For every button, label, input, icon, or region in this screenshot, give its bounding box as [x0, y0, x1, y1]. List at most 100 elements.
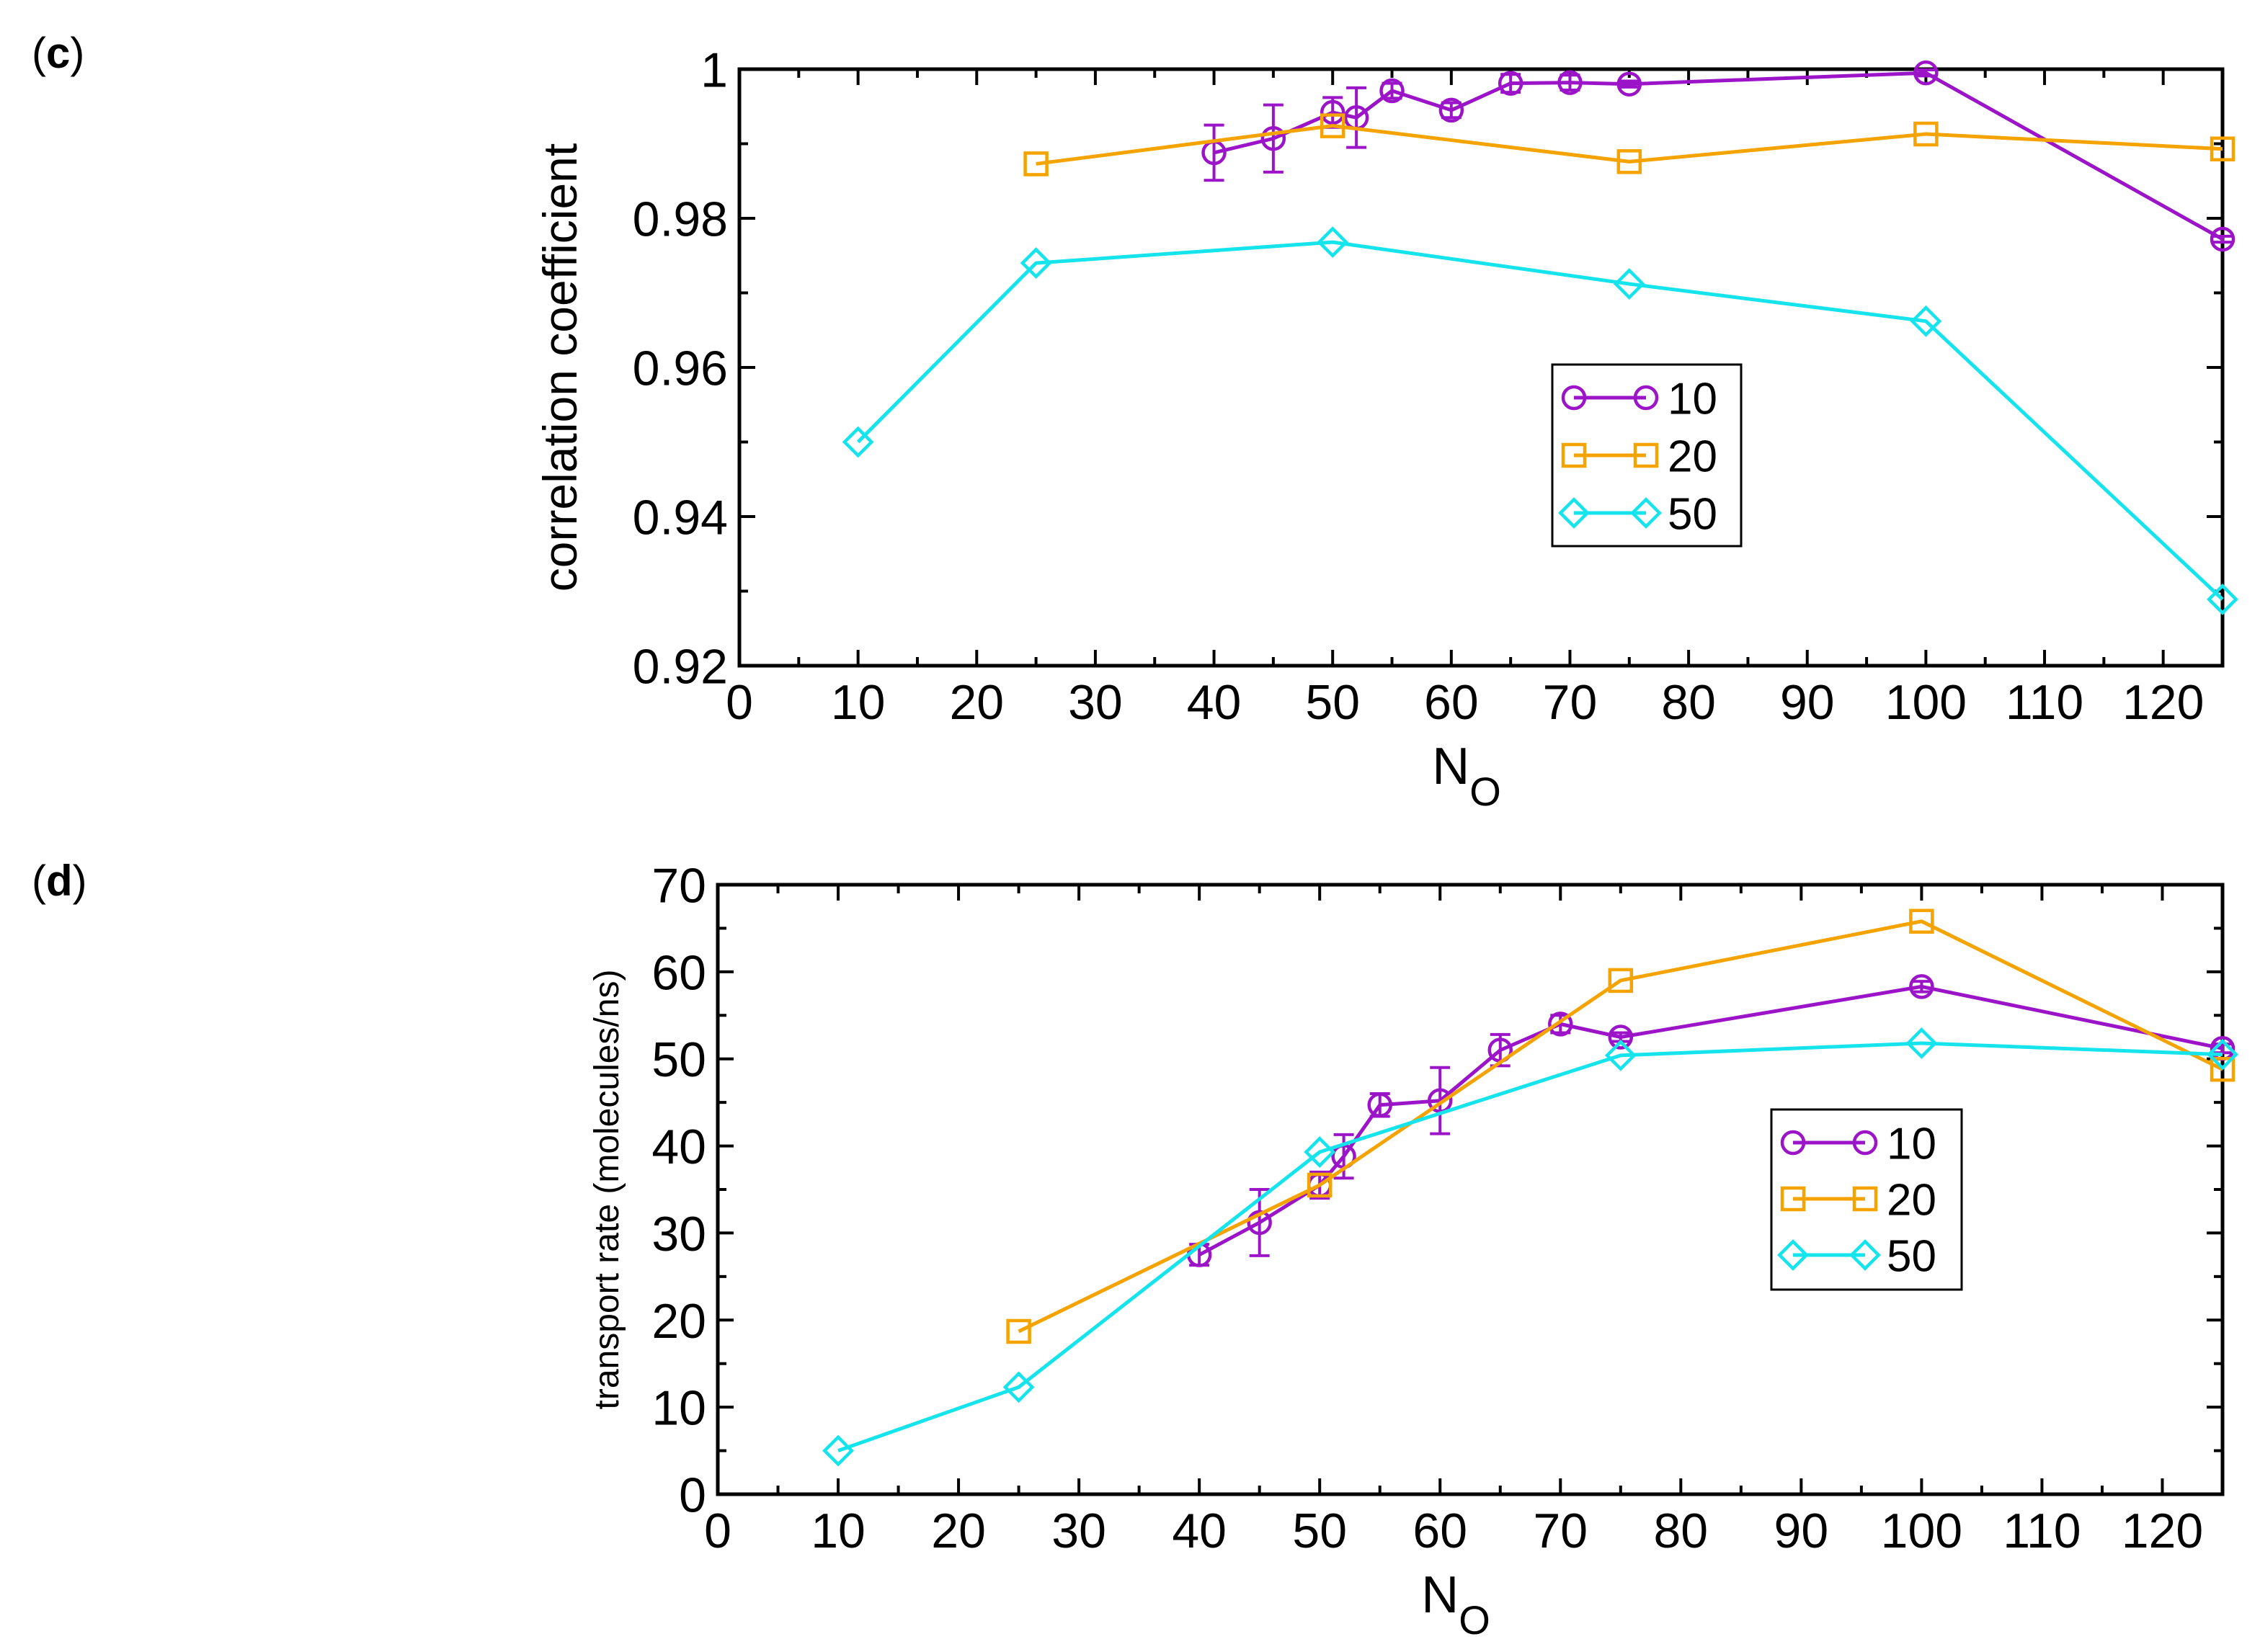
- x-tick-label: 120: [2122, 675, 2204, 730]
- data-point-square: [1608, 968, 1634, 994]
- data-point-square: [2210, 136, 2235, 161]
- x-axis-label-subscript: O: [1469, 769, 1501, 814]
- data-point-square: [1320, 113, 1345, 138]
- legend-label-20: 20: [1668, 432, 1717, 481]
- x-tick-label: 60: [1424, 675, 1479, 730]
- data-point-square: [2210, 1056, 2235, 1082]
- y-tick-label: 10: [651, 1381, 706, 1436]
- y-tick-label: 0: [679, 1468, 706, 1522]
- legend-marker-10: [1561, 385, 1587, 411]
- x-tick-label: 70: [1533, 1504, 1588, 1558]
- data-point-square: [1023, 151, 1049, 177]
- legend: 10 20 50: [1551, 363, 1743, 548]
- legend-marker-10: [1780, 1130, 1806, 1156]
- data-point-circle: [1247, 1210, 1272, 1236]
- x-axis-label-main: N: [1432, 738, 1469, 795]
- series-10: [1186, 974, 2235, 1267]
- data-point-square: [1909, 908, 1934, 934]
- y-tick-label: 20: [651, 1294, 706, 1349]
- data-point-circle: [1548, 1012, 1573, 1037]
- legend-marker-20: [1780, 1186, 1806, 1212]
- x-tick-label: 40: [1172, 1504, 1227, 1558]
- x-tick-label: 90: [1774, 1504, 1829, 1558]
- x-tick-label: 80: [1653, 1504, 1708, 1558]
- data-point-circle: [1367, 1092, 1392, 1118]
- data-point-diamond: [822, 1434, 854, 1467]
- legend-marker-20: [1852, 1186, 1878, 1212]
- panel-d-close-paren: ): [73, 857, 87, 905]
- data-point-square: [1913, 121, 1939, 147]
- x-tick-label: 10: [811, 1504, 866, 1558]
- y-axis-label: correlation coefficient: [533, 143, 587, 591]
- series-20: [1023, 113, 2235, 177]
- panel-c-letter: c: [46, 29, 70, 77]
- y-tick-label: 1: [700, 43, 728, 97]
- x-tick-label: 30: [1068, 675, 1123, 730]
- series-line-20: [1036, 124, 2223, 166]
- panel-c-open-paren: (: [32, 29, 46, 77]
- data-point-diamond: [1002, 1371, 1035, 1403]
- panel-c-close-paren: ): [70, 29, 84, 77]
- y-tick-label: 40: [651, 1120, 706, 1174]
- data-point-diamond: [2207, 583, 2238, 615]
- series-10: [1201, 60, 2235, 252]
- x-tick-label: 0: [726, 675, 753, 730]
- y-tick-label: 70: [651, 858, 706, 913]
- legend-marker-10: [1852, 1130, 1878, 1156]
- data-point-circle: [1427, 1088, 1453, 1113]
- panel-d-open-paren: (: [32, 857, 46, 905]
- x-tick-label: 50: [1292, 1504, 1347, 1558]
- data-point-diamond: [1604, 1039, 1637, 1071]
- x-axis-label-subscript: O: [1459, 1597, 1490, 1643]
- y-tick-label: 60: [651, 945, 706, 1000]
- series-line-10: [1198, 984, 2223, 1256]
- y-tick-label: 0.92: [633, 639, 728, 694]
- data-point-circle: [2210, 226, 2235, 252]
- x-tick-label: 90: [1780, 675, 1835, 730]
- data-point-circle: [1913, 60, 1939, 86]
- series-line-10: [1213, 71, 2224, 241]
- x-tick-label: 100: [1885, 675, 1967, 730]
- legend-label-10: 10: [1668, 374, 1717, 424]
- data-point-diamond: [1304, 1136, 1336, 1168]
- panel-d-letter: d: [46, 857, 73, 905]
- series-50: [842, 226, 2238, 615]
- y-tick-label: 0.94: [633, 490, 728, 545]
- x-axis-label: NO: [1421, 1566, 1490, 1643]
- data-point-circle: [1557, 70, 1583, 95]
- y-tick-label: 0.96: [633, 341, 728, 396]
- x-tick-label: 20: [931, 1504, 986, 1558]
- data-point-circle: [1438, 97, 1464, 123]
- x-axis-label: NO: [1432, 738, 1501, 814]
- x-tick-label: 60: [1412, 1504, 1467, 1558]
- series-line-50: [856, 240, 2224, 601]
- legend-marker-50: [1558, 497, 1590, 529]
- legend-marker-20: [1561, 442, 1587, 468]
- legend-label-20: 20: [1887, 1175, 1936, 1225]
- legend-marker-10: [1633, 385, 1659, 411]
- plot-frame: [737, 67, 2225, 668]
- data-point-circle: [1909, 974, 1934, 999]
- x-tick-label: 100: [1881, 1504, 1962, 1558]
- data-point-diamond: [1020, 247, 1052, 280]
- y-tick-label: 30: [651, 1207, 706, 1262]
- data-point-circle: [1498, 71, 1523, 96]
- legend-label-10: 10: [1887, 1119, 1936, 1169]
- x-tick-label: 110: [2003, 1504, 2081, 1558]
- x-tick-label: 20: [949, 675, 1004, 730]
- x-tick-label: 80: [1661, 675, 1716, 730]
- x-axis-label-main: N: [1421, 1566, 1459, 1624]
- data-point-circle: [1379, 78, 1405, 104]
- data-point-diamond: [842, 426, 874, 458]
- x-tick-label: 30: [1051, 1504, 1106, 1558]
- x-tick-label: 40: [1187, 675, 1242, 730]
- panel-label-c: (c): [32, 29, 84, 77]
- legend-label-50: 50: [1668, 489, 1717, 539]
- plot-frame: [716, 883, 2225, 1496]
- legend-marker-50: [1849, 1239, 1881, 1271]
- legend-label-50: 50: [1887, 1231, 1936, 1281]
- legend-marker-50: [1630, 497, 1662, 529]
- data-point-diamond: [1613, 268, 1645, 300]
- x-tick-label: 10: [831, 675, 886, 730]
